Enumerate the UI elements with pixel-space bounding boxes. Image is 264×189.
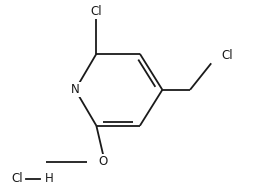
Text: Cl: Cl [222, 49, 233, 62]
Text: H: H [44, 172, 53, 185]
Text: Cl: Cl [91, 5, 102, 18]
Text: O: O [98, 155, 108, 168]
Text: Cl: Cl [11, 172, 23, 185]
Text: N: N [71, 83, 80, 96]
